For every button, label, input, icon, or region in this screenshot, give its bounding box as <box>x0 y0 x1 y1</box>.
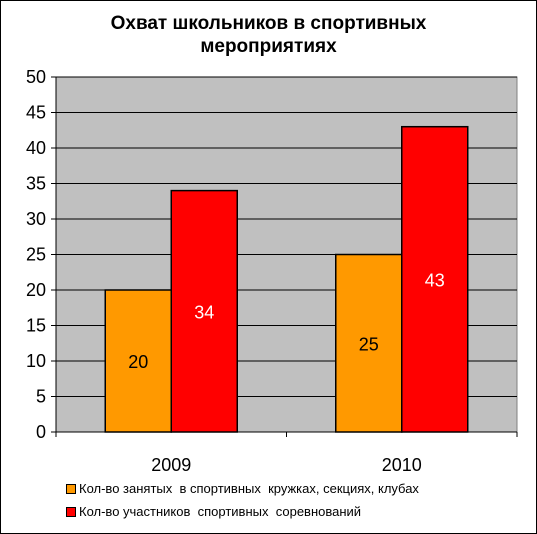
x-tick-label: 2009 <box>151 455 191 475</box>
legend-swatch-orange <box>66 483 76 494</box>
bar-data-label: 34 <box>194 302 214 322</box>
chart-title: Охват школьников в спортивных мероприяти… <box>0 12 537 58</box>
bar-data-label: 25 <box>359 334 379 354</box>
y-tick-label: 25 <box>26 245 46 265</box>
x-tick-label: 2010 <box>382 455 422 475</box>
chart-title-line-2: мероприятиях <box>200 36 337 57</box>
legend-item-competitions: Кол-во участников спортивных соревновани… <box>66 501 419 522</box>
bar <box>335 253 403 433</box>
bar-chart: 0 5 10 15 20 25 30 35 40 45 50 20 34 2009 25 43 2010 <box>26 67 518 475</box>
y-tick-label: 0 <box>36 422 46 442</box>
y-tick-label: 20 <box>26 280 46 300</box>
legend-label-clubs: Кол-во занятых в спортивных кружках, сек… <box>79 481 419 496</box>
legend-swatch-red <box>66 506 76 517</box>
y-tick-label: 45 <box>26 103 46 123</box>
chart-legend: Кол-во занятых в спортивных кружках, сек… <box>66 478 419 524</box>
bar <box>401 125 469 433</box>
legend-label-competitions: Кол-во участников спортивных соревновани… <box>79 504 362 519</box>
y-tick-label: 15 <box>26 316 46 336</box>
y-tick-label: 35 <box>26 174 46 194</box>
y-tick-label: 10 <box>26 351 46 371</box>
bar <box>170 189 238 433</box>
legend-item-clubs: Кол-во занятых в спортивных кружках, сек… <box>66 478 419 499</box>
y-tick-label: 50 <box>26 67 46 87</box>
y-tick-label: 5 <box>36 387 46 407</box>
bar-data-label: 43 <box>425 270 445 290</box>
bar <box>104 289 172 433</box>
y-tick-label: 30 <box>26 209 46 229</box>
bar-data-label: 20 <box>128 352 148 372</box>
y-tick-label: 40 <box>26 138 46 158</box>
chart-title-line-1: Охват школьников в спортивных <box>110 13 427 34</box>
